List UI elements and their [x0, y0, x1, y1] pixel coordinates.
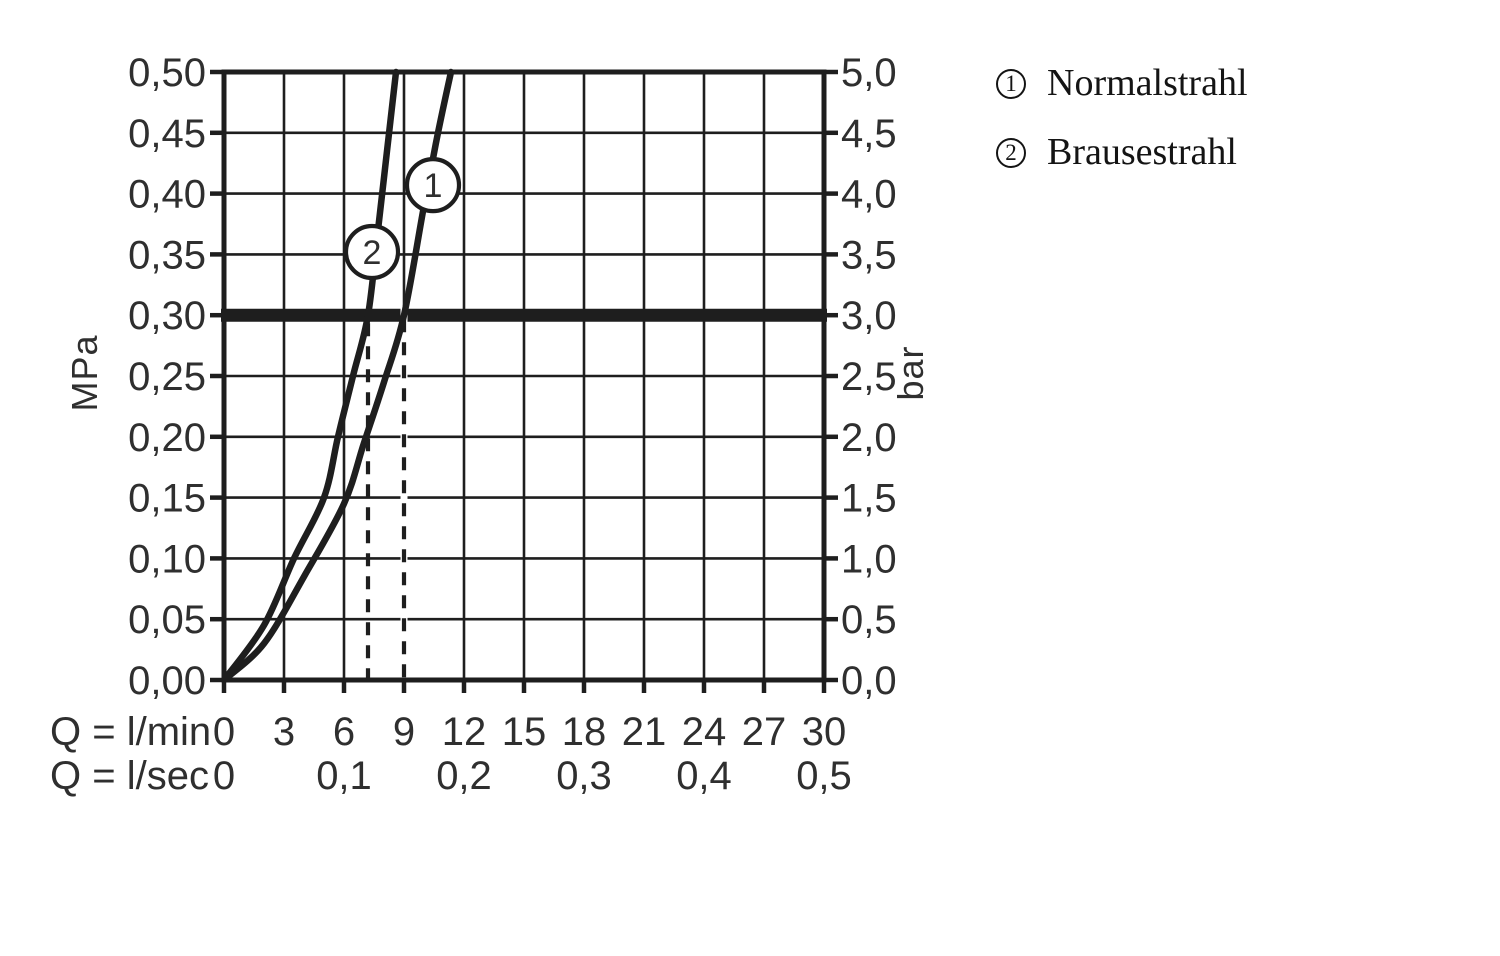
x-tick-label-lmin: 27 — [742, 710, 787, 754]
y-tick-label-left: 0,25 — [128, 355, 206, 399]
x-tick-label-lsec: 0,2 — [436, 754, 492, 798]
curve-marker-number-2: 2 — [363, 234, 382, 272]
y-tick-label-left: 0,30 — [128, 294, 206, 338]
curve-marker-circle-1 — [404, 156, 462, 214]
legend-item-brausestrahl: 2 Brausestrahl — [996, 130, 1248, 173]
y-tick-label-left: 0,10 — [128, 537, 206, 581]
x-axis-row2-caption: Q = l/sec — [50, 754, 209, 798]
y-tick-label-right: 4,0 — [841, 173, 897, 217]
legend-item-normalstrahl: 1 Normalstrahl — [996, 62, 1248, 104]
x-tick-label-lsec: 0,4 — [676, 754, 732, 798]
y-tick-label-right: 5,0 — [841, 51, 897, 95]
x-tick-label-lmin: 21 — [622, 710, 667, 754]
y-tick-label-left: 0,35 — [128, 233, 206, 277]
y-tick-label-left: 0,45 — [128, 112, 206, 156]
x-tick-label-lsec: 0 — [213, 754, 235, 798]
x-tick-label-lmin: 15 — [502, 710, 547, 754]
y-tick-label-right: 4,5 — [841, 112, 897, 156]
y-tick-label-right: 0,5 — [841, 598, 897, 642]
x-tick-label-lmin: 0 — [213, 710, 235, 754]
x-tick-label-lmin: 3 — [273, 710, 295, 754]
x-tick-label-lsec: 0,3 — [556, 754, 612, 798]
x-tick-label-lmin: 9 — [393, 710, 415, 754]
y-tick-label-left: 0,15 — [128, 477, 206, 521]
legend-label-brausestrahl: Brausestrahl — [1047, 130, 1237, 173]
y-tick-label-right: 1,0 — [841, 537, 897, 581]
x-tick-label-lmin: 30 — [802, 710, 847, 754]
y-tick-label-left: 0,40 — [128, 173, 206, 217]
y-tick-label-right: 2,0 — [841, 416, 897, 460]
x-tick-label-lmin: 12 — [442, 710, 487, 754]
y-tick-label-right: 1,5 — [841, 477, 897, 521]
x-axis-row1-caption: Q = l/min — [50, 710, 211, 754]
y-axis-right-unit: bar — [890, 345, 931, 400]
legend: 1 Normalstrahl 2 Brausestrahl — [996, 62, 1248, 173]
y-tick-label-left: 0,00 — [128, 659, 206, 703]
curve-marker-number-1: 1 — [424, 167, 443, 205]
y-tick-label-left: 0,05 — [128, 598, 206, 642]
legend-symbol-1-icon: 1 — [996, 68, 1026, 99]
legend-label-normalstrahl: Normalstrahl — [1047, 62, 1248, 104]
y-tick-label-left: 0,20 — [128, 416, 206, 460]
x-tick-label-lmin: 24 — [682, 710, 727, 754]
y-tick-label-right: 3,0 — [841, 294, 897, 338]
y-tick-label-right: 2,5 — [841, 355, 897, 399]
y-tick-label-right: 3,5 — [841, 233, 897, 277]
y-tick-label-right: 0,0 — [841, 659, 897, 703]
x-tick-label-lmin: 18 — [562, 710, 607, 754]
x-tick-label-lsec: 0,5 — [796, 754, 852, 798]
curve-marker-circle-2 — [343, 223, 401, 281]
x-tick-label-lmin: 6 — [333, 710, 355, 754]
x-tick-label-lsec: 0,1 — [316, 754, 372, 798]
legend-symbol-2-icon: 2 — [996, 137, 1026, 168]
curve-brausestrahl — [220, 68, 400, 684]
chart-generated-layer: 0,000,050,100,150,200,250,300,350,400,45… — [128, 51, 896, 798]
y-axis-left-unit: MPa — [64, 334, 105, 411]
y-tick-label-left: 0,50 — [128, 51, 206, 95]
